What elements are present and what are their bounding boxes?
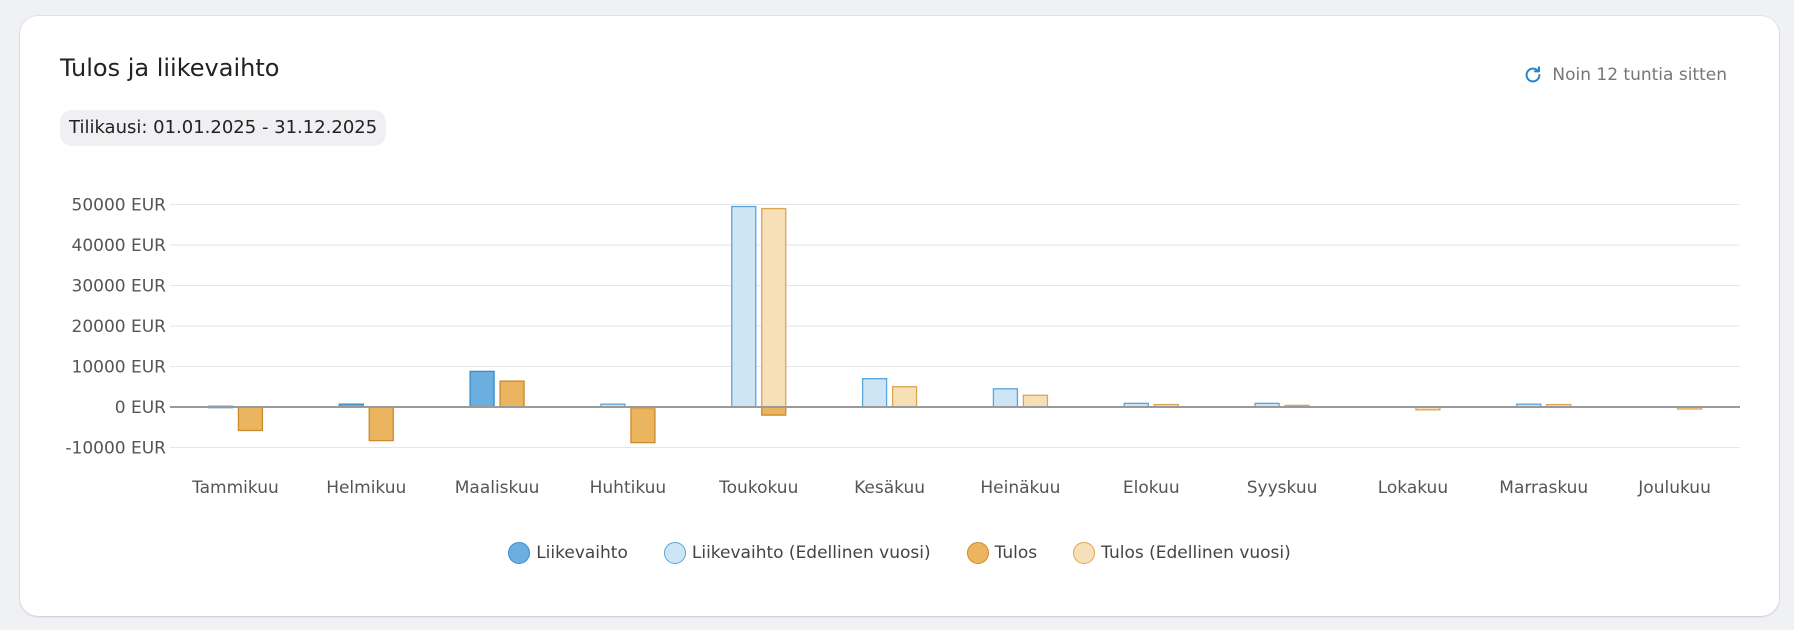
bar-liikevaihto-prev[interactable] bbox=[992, 388, 1019, 408]
x-tick-label: Heinäkuu bbox=[980, 478, 1060, 498]
bar-tulos-prev[interactable] bbox=[1022, 394, 1049, 408]
x-tick-label: Toukokuu bbox=[718, 478, 798, 498]
x-tick-label: Elokuu bbox=[1123, 478, 1180, 498]
x-tick-label: Maaliskuu bbox=[455, 478, 540, 498]
legend-label: Liikevaihto bbox=[536, 543, 628, 563]
legend-swatch-tulos bbox=[966, 542, 989, 564]
y-tick-label: 20000 EUR bbox=[72, 317, 167, 337]
refresh-icon[interactable] bbox=[1522, 64, 1544, 86]
y-tick-label: 30000 EUR bbox=[72, 277, 167, 297]
legend-swatch-liikevaihto-prev bbox=[663, 542, 686, 564]
card-title: Tulos ja liikevaihto bbox=[60, 54, 280, 82]
legend-label: Tulos (Edellinen vuosi) bbox=[1101, 543, 1291, 563]
bar-liikevaihto-prev[interactable] bbox=[731, 205, 757, 408]
refresh-button[interactable]: Noin 12 tuntia sitten bbox=[1522, 64, 1727, 86]
bar-tulos[interactable] bbox=[499, 380, 525, 408]
chart-card: Tulos ja liikevaihto Tilikausi: 01.01.20… bbox=[20, 16, 1779, 616]
legend-swatch-tulos-prev bbox=[1073, 542, 1096, 564]
updated-timestamp: Noin 12 tuntia sitten bbox=[1552, 65, 1727, 85]
bar-liikevaihto[interactable] bbox=[469, 370, 495, 408]
bar-tulos[interactable] bbox=[237, 406, 264, 432]
x-tick-label: Marraskuu bbox=[1499, 478, 1588, 498]
bar-liikevaihto-prev[interactable] bbox=[861, 377, 888, 408]
legend-label: Liikevaihto (Edellinen vuosi) bbox=[691, 543, 931, 563]
x-tick-label: Joulukuu bbox=[1637, 478, 1711, 498]
x-tick-label: Lokakuu bbox=[1378, 478, 1448, 498]
bar-tulos[interactable] bbox=[368, 406, 394, 442]
y-tick-label: -10000 EUR bbox=[65, 439, 166, 459]
bar-tulos[interactable] bbox=[630, 406, 656, 444]
y-tick-label: 10000 EUR bbox=[72, 358, 167, 378]
legend-label: Tulos bbox=[994, 543, 1038, 563]
period-badge: Tilikausi: 01.01.2025 - 31.12.2025 bbox=[60, 110, 387, 146]
x-tick-label: Huhtikuu bbox=[590, 478, 667, 498]
y-tick-label: 40000 EUR bbox=[72, 236, 167, 256]
bar-tulos-prev[interactable] bbox=[891, 386, 918, 408]
y-tick-label: 50000 EUR bbox=[72, 196, 167, 216]
x-tick-label: Helmikuu bbox=[326, 478, 406, 498]
x-tick-label: Kesäkuu bbox=[854, 478, 925, 498]
x-tick-label: Syyskuu bbox=[1247, 478, 1318, 498]
x-tick-label: Tammikuu bbox=[191, 478, 279, 498]
legend-item-tulos-prev[interactable]: Tulos (Edellinen vuosi) bbox=[1073, 542, 1291, 564]
y-tick-label: 0 EUR bbox=[115, 398, 166, 418]
legend-swatch-liikevaihto bbox=[508, 542, 531, 564]
legend-item-tulos[interactable]: Tulos bbox=[966, 542, 1038, 564]
bar-chart: 50000 EUR 40000 EUR 30000 EUR 20000 EUR 1000… bbox=[65, 196, 1740, 498]
legend-item-liikevaihto[interactable]: Liikevaihto bbox=[508, 542, 628, 564]
chart-legend: Liikevaihto Liikevaihto (Edellinen vuosi… bbox=[20, 542, 1779, 564]
legend-item-liikevaihto-prev[interactable]: Liikevaihto (Edellinen vuosi) bbox=[663, 542, 931, 564]
bar-tulos-prev[interactable] bbox=[761, 207, 787, 408]
bar-tulos[interactable] bbox=[761, 406, 787, 416]
